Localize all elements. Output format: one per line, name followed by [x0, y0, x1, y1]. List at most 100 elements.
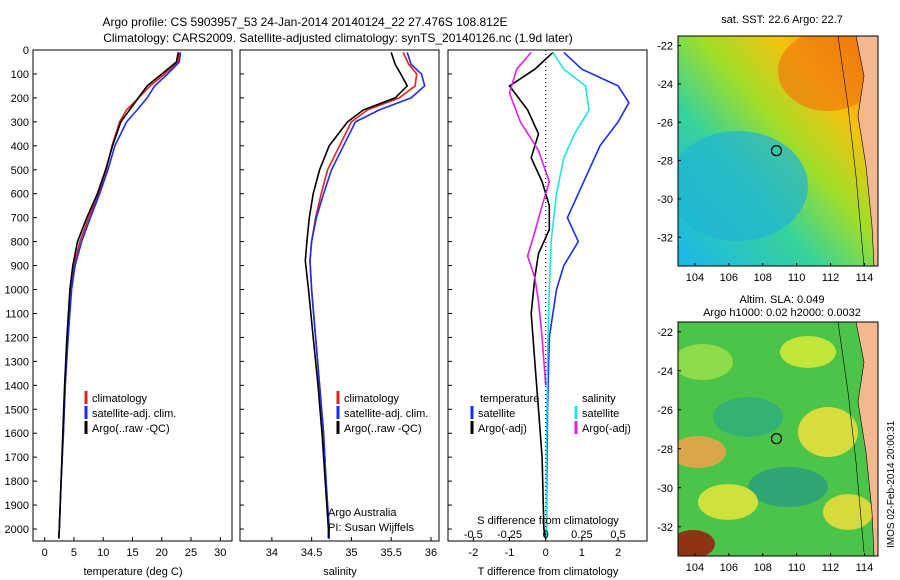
x-tick-label: 25	[185, 547, 197, 559]
y-tick-label: 0	[23, 45, 29, 57]
x-tick-label: 10	[97, 547, 109, 559]
lat-tick-label: -30	[657, 194, 673, 206]
y-tick-label: 100	[11, 69, 29, 81]
salinity-plot: 34 34.5 35 35.5 36	[240, 49, 437, 559]
lat-tick-label: -22	[657, 41, 673, 53]
x-tick-label: 20	[156, 547, 168, 559]
coastline-land	[855, 36, 878, 266]
lat-tick-label: -28	[657, 444, 673, 456]
series-line-argo-raw-qc-	[304, 52, 409, 539]
y-tick-label: 800	[11, 237, 29, 249]
difference-legend: temperature salinity satellite Argo(-adj…	[470, 393, 631, 435]
map-frame	[677, 321, 879, 557]
s-tick-label: 0	[543, 529, 549, 541]
legend-t-sat-label: satellite	[478, 408, 515, 420]
y-tick-label: 200	[11, 93, 29, 105]
annotation-pi: PI: Susan Wijffels	[328, 522, 414, 534]
series-line-argo-raw-qc-	[58, 52, 179, 539]
diff-x-label: T difference from climatology	[478, 566, 619, 578]
x-tick-label: 0	[42, 547, 48, 559]
x-tick-label: 34.5	[301, 547, 322, 559]
salinity-x-label: salinity	[323, 566, 357, 578]
y-tick-label: 900	[11, 261, 29, 273]
legend-t-argo-label: Argo(-adj)	[478, 423, 527, 435]
series-line-t-satellite	[545, 51, 630, 539]
salinity-plot-frame	[239, 49, 440, 542]
y-tick-label: 1400	[5, 380, 29, 392]
temperature-x-label: temperature (deg C)	[83, 566, 182, 578]
x-tick-label: 30	[214, 547, 226, 559]
diff-top-x-label: S difference from climatology	[477, 515, 619, 527]
title-line-2: Climatology: CARS2009. Satellite-adjuste…	[103, 31, 573, 45]
y-tick-label: 1500	[5, 404, 29, 416]
legend-s-argo-label: Argo(-adj)	[582, 423, 631, 435]
s-tick-label: -0.5	[464, 529, 483, 541]
y-tick-label: 1000	[5, 285, 29, 297]
x-tick-label: 35	[345, 547, 357, 559]
lon-tick-label: 106	[720, 272, 738, 284]
x-tick-label: 35.5	[381, 547, 402, 559]
y-tick-label: 1300	[5, 356, 29, 368]
lon-tick-label: 106	[720, 562, 738, 574]
lat-tick-label: -30	[657, 483, 673, 495]
lat-tick-label: -26	[657, 405, 673, 417]
argo-position-marker	[770, 145, 783, 157]
lon-tick-label: 104	[686, 562, 704, 574]
legend-clim-label: climatology	[92, 393, 148, 405]
y-tick-label: 1600	[5, 428, 29, 440]
sla-map: 104 106 108 110 112 114 -22 -24 -26 -28 -30 -32	[657, 321, 879, 574]
difference-plot-frame	[447, 49, 648, 542]
y-tick-label: 1200	[5, 332, 29, 344]
salinity-legend: climatology satellite-adj. clim. Argo(..…	[328, 391, 428, 534]
x-tick-label: 5	[71, 547, 77, 559]
sla-map-subtitle: Argo h1000: 0.02 h2000: 0.0032	[703, 307, 861, 319]
legend-sat-label: satellite-adj. clim.	[344, 408, 428, 420]
y-tick-label: 600	[11, 189, 29, 201]
y-tick-label: 500	[11, 165, 29, 177]
lon-tick-label: 110	[788, 562, 806, 574]
lon-tick-label: 114	[856, 562, 874, 574]
x-tick-label: 0	[543, 547, 549, 559]
legend-s-sat-label: satellite	[582, 408, 619, 420]
y-tick-label: 700	[11, 213, 29, 225]
y-tick-label: 1900	[5, 500, 29, 512]
s-tick-label: 0.5	[610, 529, 625, 541]
x-tick-label: -1	[505, 547, 515, 559]
x-tick-label: 1	[579, 547, 585, 559]
y-tick-label: 400	[11, 141, 29, 153]
x-tick-label: 36	[425, 547, 437, 559]
y-tick-label: 300	[11, 117, 29, 129]
legend-argo-label: Argo(..raw -QC)	[92, 423, 170, 435]
annotation-argo-australia: Argo Australia	[328, 507, 397, 519]
argo-position-marker	[770, 433, 783, 445]
s-tick-label: 0.25	[571, 529, 592, 541]
lat-tick-label: -24	[657, 366, 673, 378]
coastline-land	[855, 322, 878, 556]
map-frame	[677, 35, 879, 267]
y-tick-label: 2000	[5, 524, 29, 536]
y-tick-label: 1800	[5, 476, 29, 488]
legend-temperature-title: temperature	[480, 393, 539, 405]
temperature-plot: 0 5 10 15 20 25 300100200300400500600700800900…	[5, 45, 227, 559]
bathymetry-contour	[837, 36, 865, 266]
series-line-satellite-adj-clim-	[309, 52, 426, 539]
series-line-t-argo-adj-	[508, 51, 554, 539]
y-tick-label: 1100	[5, 308, 29, 320]
lon-tick-label: 108	[754, 562, 772, 574]
legend-clim-label: climatology	[344, 393, 400, 405]
lat-tick-label: -32	[657, 522, 673, 534]
legend-salinity-title: salinity	[582, 393, 616, 405]
lon-tick-label: 110	[788, 272, 806, 284]
y-tick-label: 1700	[5, 452, 29, 464]
map-field	[678, 36, 878, 266]
legend-argo-label: Argo(..raw -QC)	[344, 423, 422, 435]
map-field	[678, 322, 878, 556]
difference-plot: -2 -1 0 1 2 -0.5 -0.25 0 0.25 0.5	[448, 49, 630, 559]
lat-tick-label: -32	[657, 232, 673, 244]
lon-tick-label: 114	[856, 272, 874, 284]
temperature-plot-frame	[32, 49, 233, 542]
lon-tick-label: 108	[754, 272, 772, 284]
x-tick-label: 15	[126, 547, 138, 559]
lon-tick-label: 112	[822, 272, 840, 284]
